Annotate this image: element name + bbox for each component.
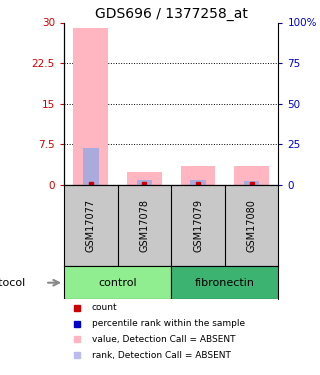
Bar	[83, 148, 99, 185]
Bar	[190, 180, 206, 185]
Bar	[137, 180, 152, 185]
Text: rank, Detection Call = ABSENT: rank, Detection Call = ABSENT	[92, 351, 231, 360]
Text: GSM17078: GSM17078	[140, 199, 149, 252]
Title: GDS696 / 1377258_at: GDS696 / 1377258_at	[95, 8, 248, 21]
Text: value, Detection Call = ABSENT: value, Detection Call = ABSENT	[92, 335, 236, 344]
Text: fibronectin: fibronectin	[195, 278, 255, 288]
Text: control: control	[98, 278, 137, 288]
Text: percentile rank within the sample: percentile rank within the sample	[92, 319, 245, 328]
Text: GSM17079: GSM17079	[193, 199, 203, 252]
Text: GSM17077: GSM17077	[86, 199, 96, 252]
Bar	[73, 28, 108, 185]
Text: protocol: protocol	[0, 278, 25, 288]
Bar	[64, 267, 171, 299]
Bar	[244, 181, 260, 185]
Bar	[234, 166, 269, 185]
Bar	[127, 172, 162, 185]
Text: count: count	[92, 303, 117, 312]
Bar	[180, 166, 215, 185]
Text: GSM17080: GSM17080	[247, 200, 257, 252]
Bar	[171, 267, 278, 299]
